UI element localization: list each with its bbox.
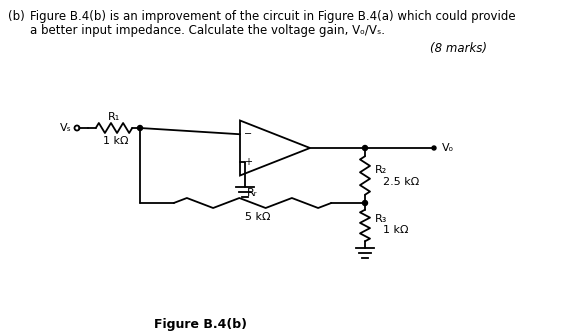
Text: R₂: R₂ (375, 165, 387, 175)
Text: 2.5 kΩ: 2.5 kΩ (383, 177, 419, 187)
Circle shape (432, 146, 436, 150)
Text: a better input impedance. Calculate the voltage gain, Vₒ/Vₛ.: a better input impedance. Calculate the … (30, 24, 385, 37)
Text: 1 kΩ: 1 kΩ (383, 225, 409, 235)
Text: −: − (244, 129, 252, 139)
Text: (b): (b) (8, 10, 25, 23)
Text: Figure B.4(b): Figure B.4(b) (153, 318, 246, 331)
Text: R₃: R₃ (375, 214, 387, 224)
Text: Vₛ: Vₛ (60, 123, 72, 133)
Text: Vₒ: Vₒ (442, 143, 454, 153)
Text: 1 kΩ: 1 kΩ (103, 136, 129, 146)
Text: Figure B.4(b) is an improvement of the circuit in Figure B.4(a) which could prov: Figure B.4(b) is an improvement of the c… (30, 10, 515, 23)
Text: Rᵣ: Rᵣ (247, 188, 258, 198)
Text: R₁: R₁ (108, 112, 120, 122)
Text: +: + (244, 157, 252, 167)
Circle shape (363, 146, 367, 151)
Circle shape (138, 125, 142, 130)
Circle shape (363, 201, 367, 206)
Text: (8 marks): (8 marks) (430, 42, 487, 55)
Text: 5 kΩ: 5 kΩ (245, 212, 270, 222)
